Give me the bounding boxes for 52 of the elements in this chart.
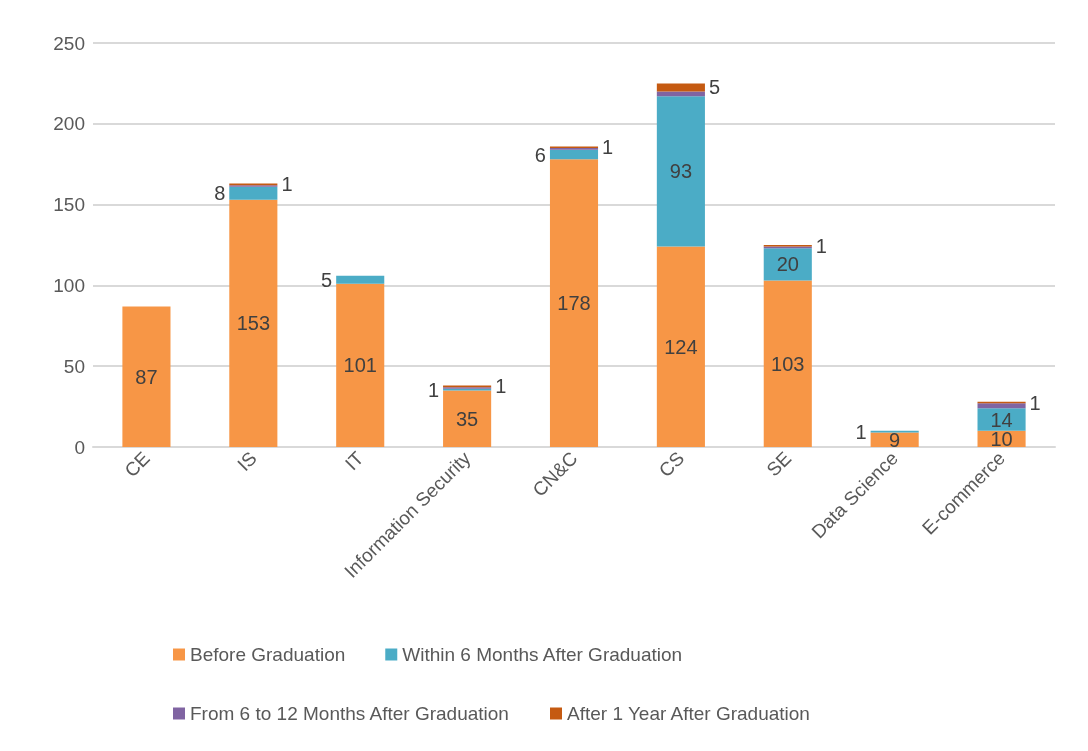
data-label: 9 (889, 428, 901, 451)
y-tick-label: 200 (53, 113, 85, 135)
x-tick-label: IT (340, 447, 368, 475)
data-label: 124 (664, 335, 698, 358)
data-label: 5 (321, 268, 333, 291)
legend-label: Before Graduation (190, 644, 346, 665)
data-label: 101 (343, 354, 377, 377)
y-tick-label: 250 (53, 32, 85, 54)
data-label: 1 (427, 378, 440, 401)
data-label: 1 (602, 136, 614, 159)
data-label: 1 (495, 375, 507, 398)
x-tick-label: CE (120, 447, 154, 482)
data-label: 5 (708, 76, 721, 99)
bar (336, 283, 385, 447)
data-label: 1 (281, 173, 293, 196)
bar (549, 149, 599, 160)
bar (549, 159, 599, 447)
data-label: 20 (776, 253, 799, 276)
data-label: 103 (771, 352, 805, 375)
data-label: 1 (1029, 391, 1041, 414)
x-tick-label: SE (762, 447, 796, 481)
x-tick-label: IS (233, 447, 261, 476)
y-tick-label: 150 (53, 194, 85, 216)
bar (870, 432, 919, 447)
bar (656, 96, 705, 247)
bar (229, 199, 278, 447)
bar (656, 91, 705, 97)
bar (122, 306, 171, 447)
bar (443, 390, 492, 447)
data-label: 8 (214, 182, 226, 205)
bar (229, 186, 278, 200)
data-label: 87 (135, 365, 158, 388)
data-label: 6 (534, 143, 546, 166)
data-label: 93 (669, 160, 693, 183)
data-label: 1 (815, 234, 827, 257)
legend-label: Within 6 Months After Graduation (402, 644, 683, 665)
x-tick-label: CS (654, 447, 689, 482)
bar (656, 83, 705, 92)
data-label: 35 (455, 407, 479, 430)
data-label: 178 (557, 292, 591, 315)
y-tick-label: 50 (63, 355, 85, 377)
bar (336, 275, 385, 284)
bar (977, 403, 1026, 409)
legend-label: From 6 to 12 Months After Graduation (190, 703, 509, 724)
data-label: 153 (236, 312, 271, 335)
y-tick-label: 100 (53, 274, 85, 296)
legend-label: After 1 Year After Graduation (566, 703, 810, 724)
bar (763, 248, 812, 281)
y-tick-label: 0 (74, 436, 85, 458)
data-label: 1 (855, 420, 867, 443)
bar (763, 280, 812, 447)
bar (656, 246, 705, 447)
